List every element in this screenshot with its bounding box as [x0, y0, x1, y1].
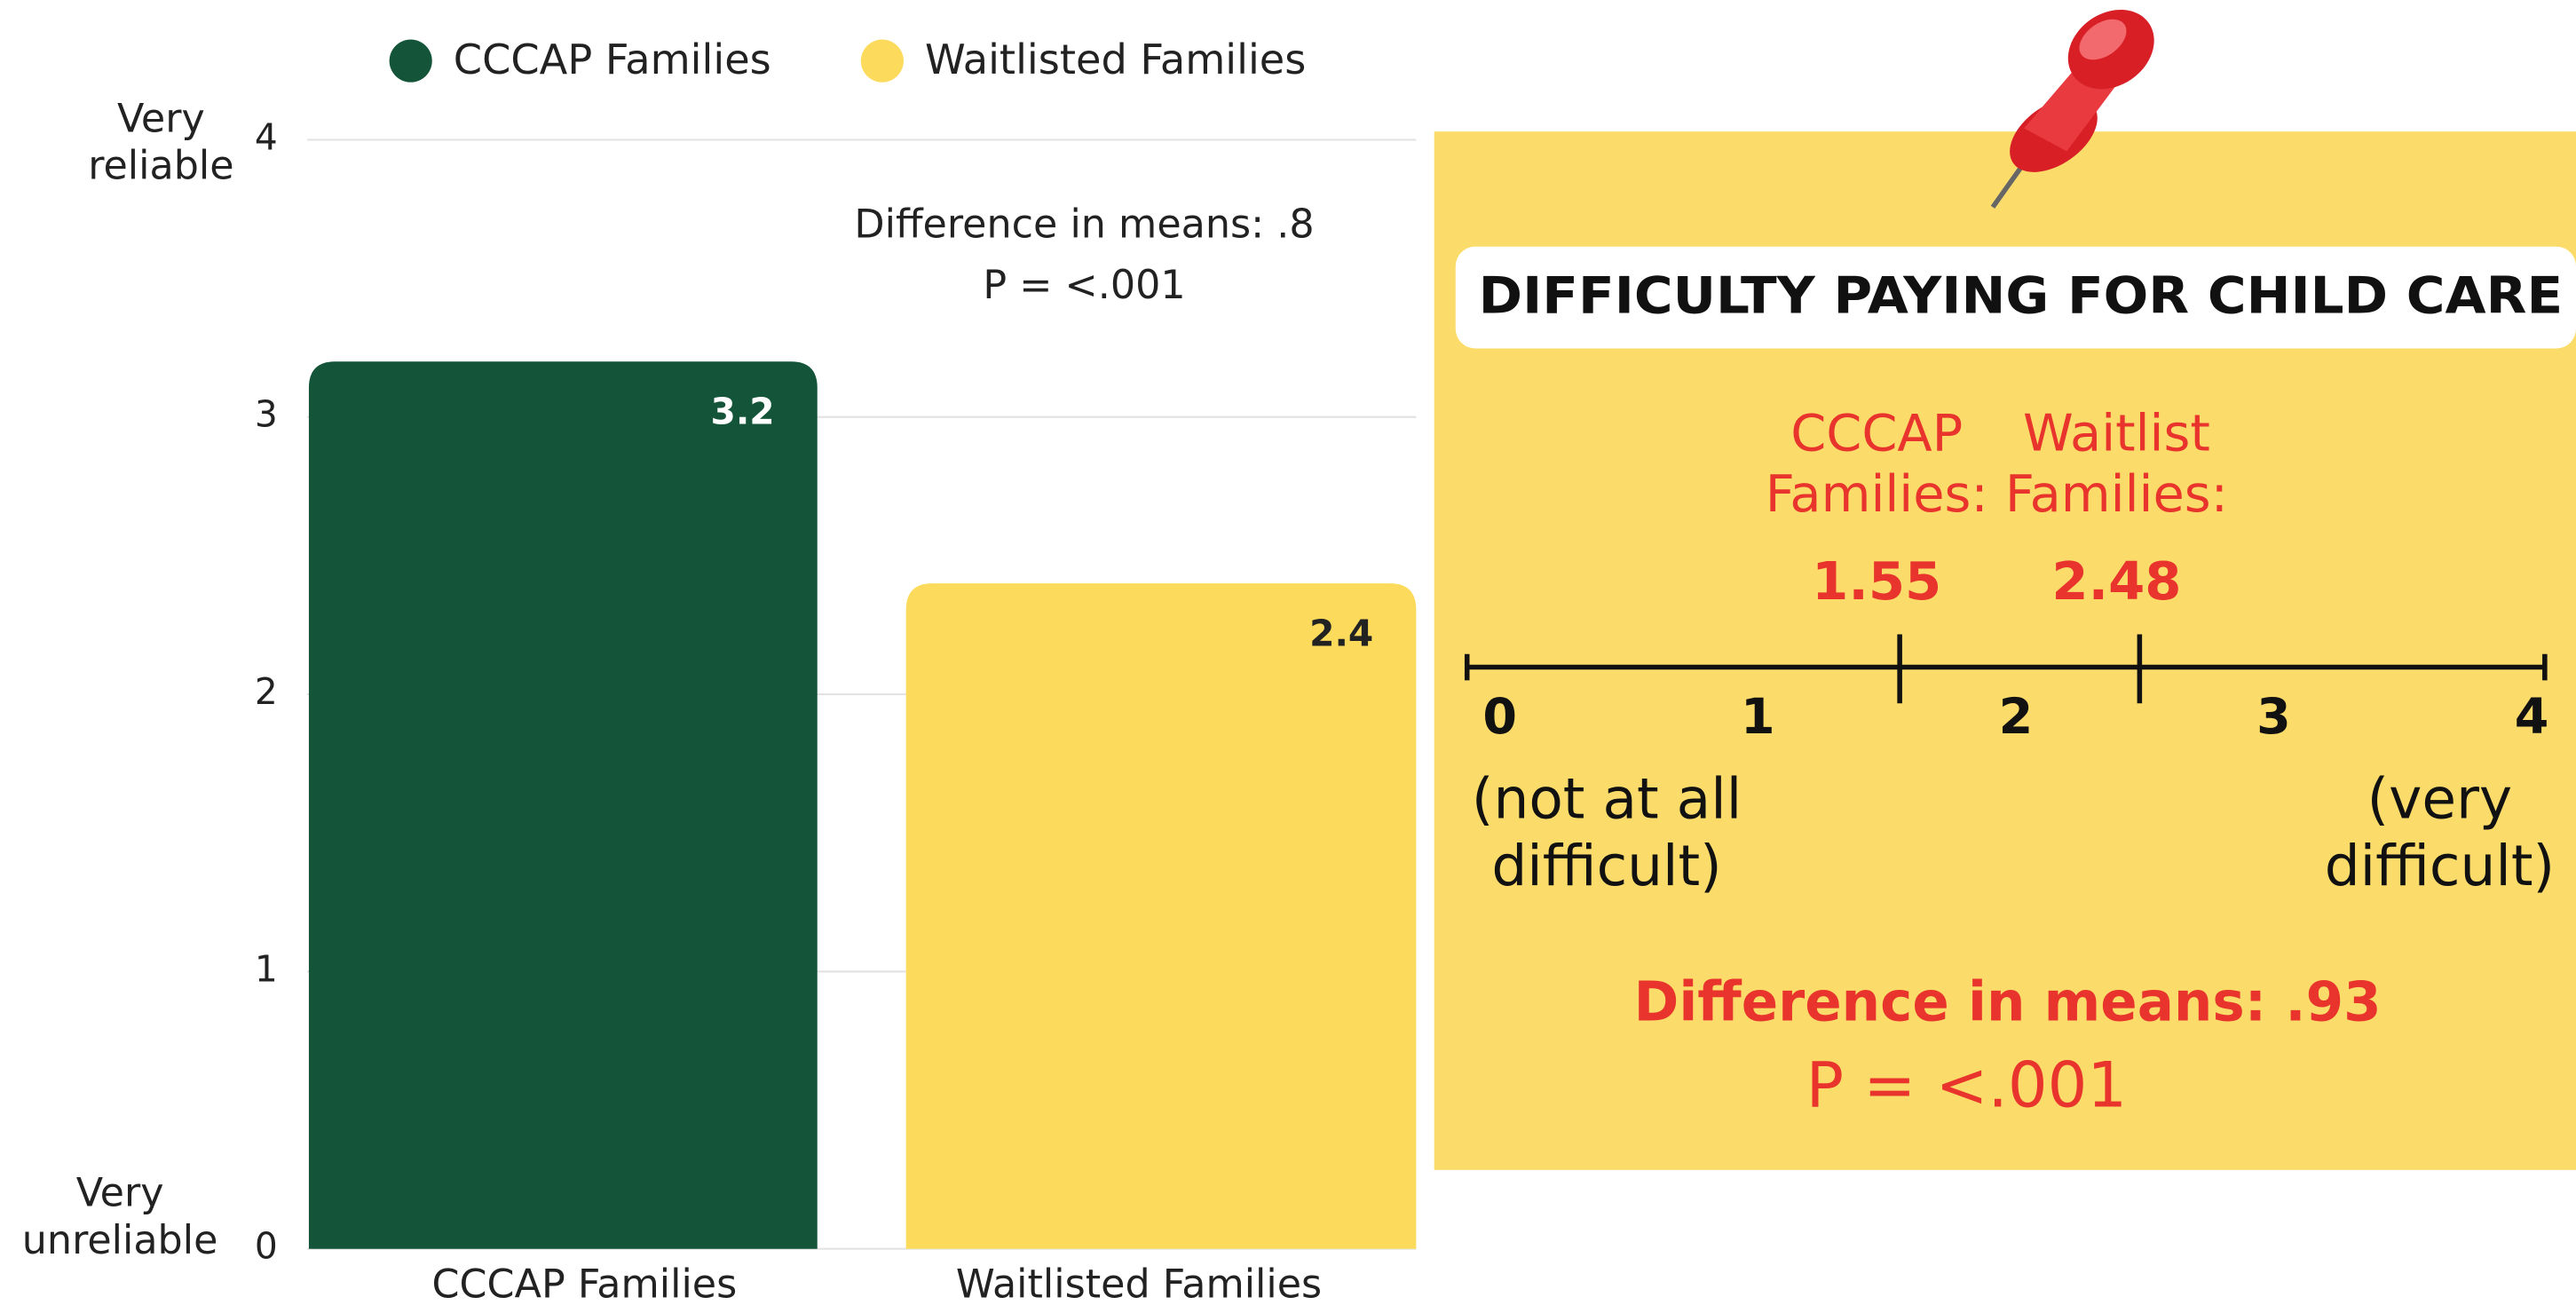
annotation: P = <.001 — [983, 263, 1185, 308]
x-end-label: (very difficult) — [2325, 766, 2555, 898]
y-end-label: Very reliable — [88, 96, 233, 188]
x-tick-label: 2 — [1999, 688, 2034, 746]
value-label: 2.48 — [2051, 550, 2181, 612]
annotation: Difference in means: .93 — [1634, 970, 2382, 1033]
y-tick-label: 4 — [255, 115, 278, 158]
value-label: 3.2 — [711, 391, 775, 433]
x-tick-label: 3 — [2256, 688, 2291, 746]
x-end-label: (not at all difficult) — [1472, 766, 1742, 898]
marker-name: Waitlist Families: — [2005, 403, 2228, 524]
y-tick-label: 0 — [255, 1225, 278, 1268]
annotation: Difference in means: .8 — [854, 202, 1314, 248]
legend-swatch — [389, 39, 432, 83]
y-tick-label: 1 — [255, 947, 278, 990]
x-tick-label: Waitlisted Families — [956, 1262, 1322, 1307]
push-pin — [1990, 9, 2154, 209]
title-box — [1455, 246, 2576, 349]
legend-swatch — [860, 39, 904, 83]
value-label: 1.55 — [1812, 550, 1941, 612]
value-label: 2.4 — [1309, 612, 1373, 654]
annotation: P = <.001 — [1806, 1049, 2128, 1122]
x-tick-label: 4 — [2515, 688, 2549, 746]
legend-label: CCCAP Families — [454, 36, 771, 83]
bar — [308, 361, 818, 1249]
legend-label: Waitlisted Families — [925, 36, 1306, 83]
x-tick-label: 1 — [1741, 688, 1775, 746]
x-tick-label: CCCAP Families — [432, 1262, 738, 1307]
y-tick-label: 3 — [255, 393, 278, 436]
bar — [905, 583, 1417, 1249]
y-end-label: Very unreliable — [22, 1171, 218, 1263]
marker-name: CCCAP Families: — [1766, 403, 1988, 524]
chart-title: DIFFICULTY PAYING FOR CHILD CARE — [1479, 266, 2564, 326]
y-tick-label: 2 — [255, 670, 278, 713]
x-tick-label: 0 — [1482, 688, 1517, 746]
